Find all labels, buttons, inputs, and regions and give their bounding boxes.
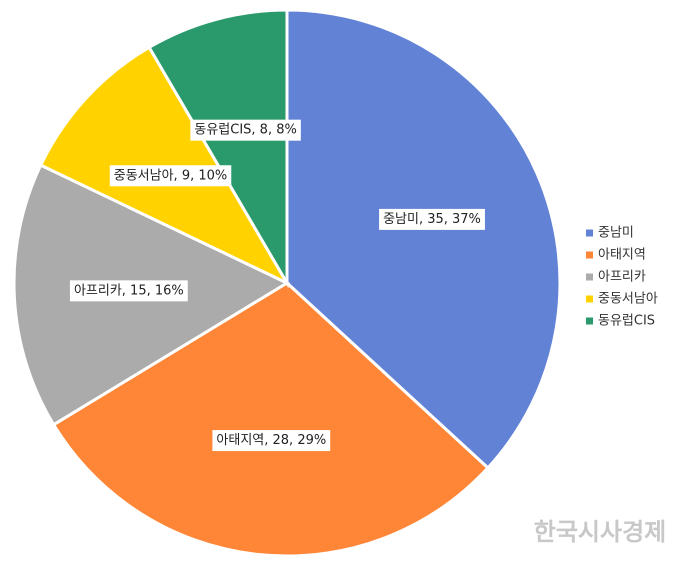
data-label-text: 동유럽CIS, 8, 8% <box>194 123 296 138</box>
legend-label: 아태지역 <box>598 248 646 263</box>
legend-label: 중남미 <box>598 226 634 241</box>
pie-slice <box>51 281 490 558</box>
label-box <box>69 280 188 302</box>
label-box <box>109 165 232 187</box>
pie-slice <box>38 45 291 287</box>
label-box <box>190 119 301 141</box>
legend-swatch <box>586 295 593 303</box>
legend-swatch <box>586 251 593 259</box>
legend-swatch <box>586 229 593 237</box>
label-box <box>379 208 485 230</box>
data-label-text: 아태지역, 28, 29% <box>216 433 326 448</box>
data-label: 아태지역, 28, 29% <box>212 430 331 452</box>
pie-slice <box>147 8 289 289</box>
legend-swatch <box>586 317 593 325</box>
legend-label: 동유럽CIS <box>598 314 655 329</box>
data-label: 아프리카, 15, 16% <box>69 280 188 302</box>
legend-label: 아프리카 <box>598 270 646 285</box>
legend-swatch <box>586 273 593 281</box>
data-label-text: 중동서남아, 9, 10% <box>114 168 228 183</box>
label-box <box>212 430 331 452</box>
data-label-text: 아프리카, 15, 16% <box>74 283 184 298</box>
data-label: 동유럽CIS, 8, 8% <box>190 119 301 141</box>
legend-label: 중동서남아 <box>598 292 658 307</box>
watermark: 한국시사경제 <box>534 518 666 546</box>
data-label: 중동서남아, 9, 10% <box>109 165 232 187</box>
data-label: 중남미, 35, 37% <box>379 208 485 230</box>
data-label-text: 중남미, 35, 37% <box>383 212 481 227</box>
pie-slice <box>285 8 562 471</box>
